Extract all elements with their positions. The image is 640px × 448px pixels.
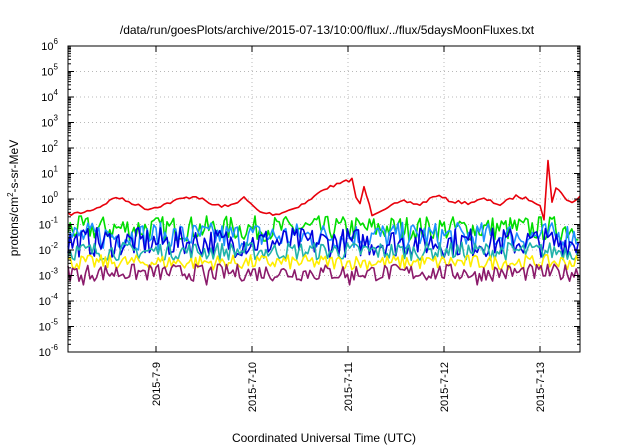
y-tick-label: 10-6 [39,343,59,359]
y-tick-label: 105 [41,63,58,79]
series-line [67,254,580,271]
series-line [67,263,580,286]
y-axis-title: protons/cm2-s-sr-MeV [6,140,21,256]
chart-title: /data/run/goesPlots/archive/2015-07-13/1… [120,23,535,37]
series-line [67,241,580,262]
y-axis-title-pre: protons/cm [7,197,21,256]
y-tick-label: 106 [41,37,58,53]
y-tick-label: 100 [41,190,58,206]
x-tick-label: 2015-7-12 [439,362,451,412]
x-tick-label: 2015-7-11 [343,362,355,411]
y-axis-ticks: 10-6 10-5 10-4 10-3 10-2 10-1 100 101 102 103 104 1… [39,37,580,359]
y-tick-label: 101 [41,165,58,181]
x-tick-label: 2015-7-9 [151,362,163,406]
y-tick-label: 103 [41,114,58,130]
y-tick-label: 10-4 [39,292,59,308]
x-tick-label: 2015-7-13 [535,362,547,412]
series-layer [67,159,581,286]
x-tick-label: 2015-7-10 [247,362,259,412]
y-axis-title-sup: 2 [6,192,15,197]
series-line [67,159,581,221]
series-line [67,215,579,242]
y-tick-label: 104 [41,88,58,104]
y-tick-label: 10-1 [39,216,59,232]
series-line [67,226,580,258]
y-tick-label: 10-3 [39,267,59,283]
grid [68,46,580,352]
y-tick-label: 102 [41,139,58,155]
y-axis-title-post: -s-sr-MeV [7,140,21,193]
x-axis-title: Coordinated Universal Time (UTC) [232,431,416,445]
x-axis-ticks: 2015-7-9 2015-7-10 2015-7-11 2015-7-12 2015-… [151,46,547,412]
y-tick-label: 10-5 [39,318,59,334]
y-tick-label: 10-2 [39,241,59,257]
